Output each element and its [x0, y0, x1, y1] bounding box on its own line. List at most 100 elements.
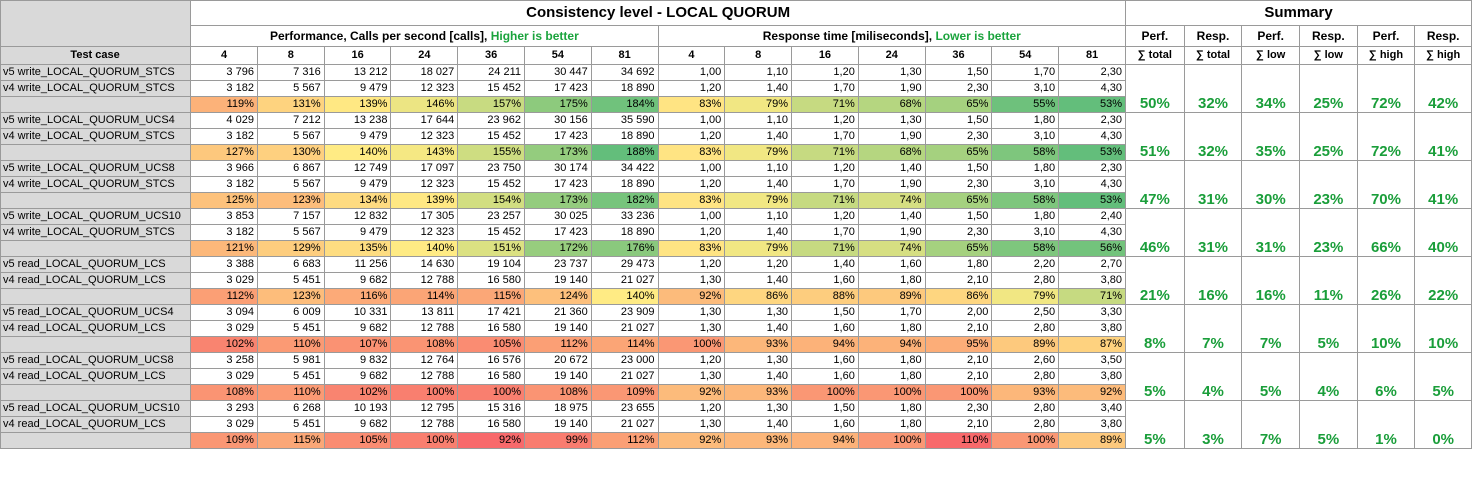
resp-value: 1,40	[724, 176, 793, 193]
summary-value: 10%	[1414, 304, 1472, 353]
perf-col-header: 24	[390, 46, 459, 65]
test-case-label: v5 read_LOCAL_QUORUM_LCS	[0, 256, 192, 273]
test-case-label: v4 write_LOCAL_QUORUM_STCS	[0, 128, 192, 145]
resp-value: 3,80	[1058, 320, 1127, 337]
summary-value: 50%	[1125, 64, 1185, 113]
perf-col-header: 54	[524, 46, 592, 65]
resp-ratio: 79%	[991, 288, 1060, 305]
resp-col-header: 8	[724, 46, 793, 65]
perf-value: 12 832	[323, 208, 392, 225]
summary-value: 10%	[1356, 304, 1416, 353]
resp-value: 1,20	[791, 160, 859, 177]
perf-ratio: 112%	[190, 288, 258, 305]
summary-col-bottom: ∑ high	[1414, 46, 1472, 65]
perf-ratio: 135%	[323, 240, 392, 257]
summary-col-top: Perf.	[1241, 25, 1300, 47]
resp-value: 1,30	[724, 352, 793, 369]
perf-value: 9 479	[323, 224, 392, 241]
resp-ratio: 93%	[724, 384, 793, 401]
resp-ratio: 55%	[991, 96, 1060, 113]
resp-value: 1,80	[857, 368, 926, 385]
perf-value: 12 788	[390, 416, 459, 433]
perf-value: 21 360	[524, 304, 592, 321]
summary-value: 70%	[1356, 160, 1416, 209]
resp-ratio: 79%	[724, 96, 793, 113]
test-case-label: v5 read_LOCAL_QUORUM_UCS4	[0, 304, 192, 321]
resp-value: 4,30	[1058, 176, 1127, 193]
perf-value: 6 009	[256, 304, 325, 321]
summary-value: 4%	[1183, 352, 1243, 401]
perf-value: 15 316	[457, 400, 525, 417]
perf-value: 10 331	[323, 304, 392, 321]
resp-value: 1,80	[991, 112, 1060, 129]
perf-value: 21 027	[590, 368, 659, 385]
resp-value: 2,10	[924, 352, 993, 369]
resp-value: 1,20	[791, 208, 859, 225]
perf-value: 30 156	[524, 112, 592, 129]
perf-ratio: 173%	[524, 192, 592, 209]
resp-value: 3,80	[1058, 416, 1127, 433]
resp-value: 1,20	[657, 128, 726, 145]
resp-value: 1,20	[657, 80, 726, 97]
perf-value: 15 452	[457, 176, 525, 193]
resp-ratio: 92%	[1058, 384, 1127, 401]
perf-value: 9 682	[323, 368, 392, 385]
perf-value: 3 853	[190, 208, 258, 225]
ratio-row: 127% 130% 140% 143% 155% 173% 188% 83% 79% 71% 68%…	[0, 144, 1472, 161]
perf-value: 7 157	[256, 208, 325, 225]
perf-ratio: 127%	[190, 144, 258, 161]
resp-value: 1,30	[657, 304, 726, 321]
perf-ratio: 121%	[190, 240, 258, 257]
summary-col-top: Perf.	[1125, 25, 1185, 47]
resp-value: 2,10	[924, 272, 993, 289]
resp-col-header: 16	[791, 46, 859, 65]
perf-value: 34 422	[590, 160, 659, 177]
summary-value: 40%	[1414, 208, 1472, 257]
perf-value: 18 975	[524, 400, 592, 417]
resp-value: 2,80	[991, 400, 1060, 417]
resp-ratio: 79%	[724, 240, 793, 257]
summary-value: 16%	[1241, 256, 1300, 305]
perf-ratio: 175%	[524, 96, 592, 113]
resp-value: 1,50	[924, 160, 993, 177]
test-case-label: v4 read_LOCAL_QUORUM_LCS	[0, 320, 192, 337]
resp-value: 1,70	[791, 224, 859, 241]
summary-value: 51%	[1125, 112, 1185, 161]
resp-value: 2,10	[924, 416, 993, 433]
summary-value: 25%	[1299, 112, 1358, 161]
table-row: v4 read_LOCAL_QUORUM_LCS 3 029 5 451 9 682 1…	[0, 368, 1472, 385]
resp-ratio: 92%	[657, 288, 726, 305]
resp-value: 1,00	[657, 112, 726, 129]
perf-value: 18 890	[590, 176, 659, 193]
summary-col-top: Resp.	[1414, 25, 1472, 47]
summary-value: 47%	[1125, 160, 1185, 209]
perf-ratio: 100%	[457, 384, 525, 401]
perf-ratio: 129%	[256, 240, 325, 257]
summary-value: 72%	[1356, 112, 1416, 161]
perf-value: 17 644	[390, 112, 459, 129]
perf-ratio: 134%	[323, 192, 392, 209]
summary-value: 7%	[1241, 304, 1300, 353]
resp-ratio: 89%	[991, 336, 1060, 353]
resp-ratio: 87%	[1058, 336, 1127, 353]
resp-value: 1,20	[791, 112, 859, 129]
resp-value: 2,80	[991, 320, 1060, 337]
perf-value: 17 097	[390, 160, 459, 177]
test-case-label: v4 read_LOCAL_QUORUM_LCS	[0, 272, 192, 289]
perf-ratio: 140%	[590, 288, 659, 305]
resp-ratio: 71%	[791, 240, 859, 257]
perf-value: 23 257	[457, 208, 525, 225]
resp-ratio: 68%	[857, 144, 926, 161]
resp-value: 1,90	[857, 224, 926, 241]
perf-ratio: 105%	[457, 336, 525, 353]
resp-ratio: 58%	[991, 240, 1060, 257]
test-case-label: v5 write_LOCAL_QUORUM_STCS	[0, 64, 192, 81]
resp-value: 3,10	[991, 176, 1060, 193]
perf-value: 35 590	[590, 112, 659, 129]
resp-ratio: 58%	[991, 144, 1060, 161]
perf-ratio: 107%	[323, 336, 392, 353]
table-row: v4 read_LOCAL_QUORUM_LCS 3 029 5 451 9 682 1…	[0, 272, 1472, 289]
summary-value: 34%	[1241, 64, 1300, 113]
perf-ratio: 139%	[390, 192, 459, 209]
perf-value: 13 238	[323, 112, 392, 129]
